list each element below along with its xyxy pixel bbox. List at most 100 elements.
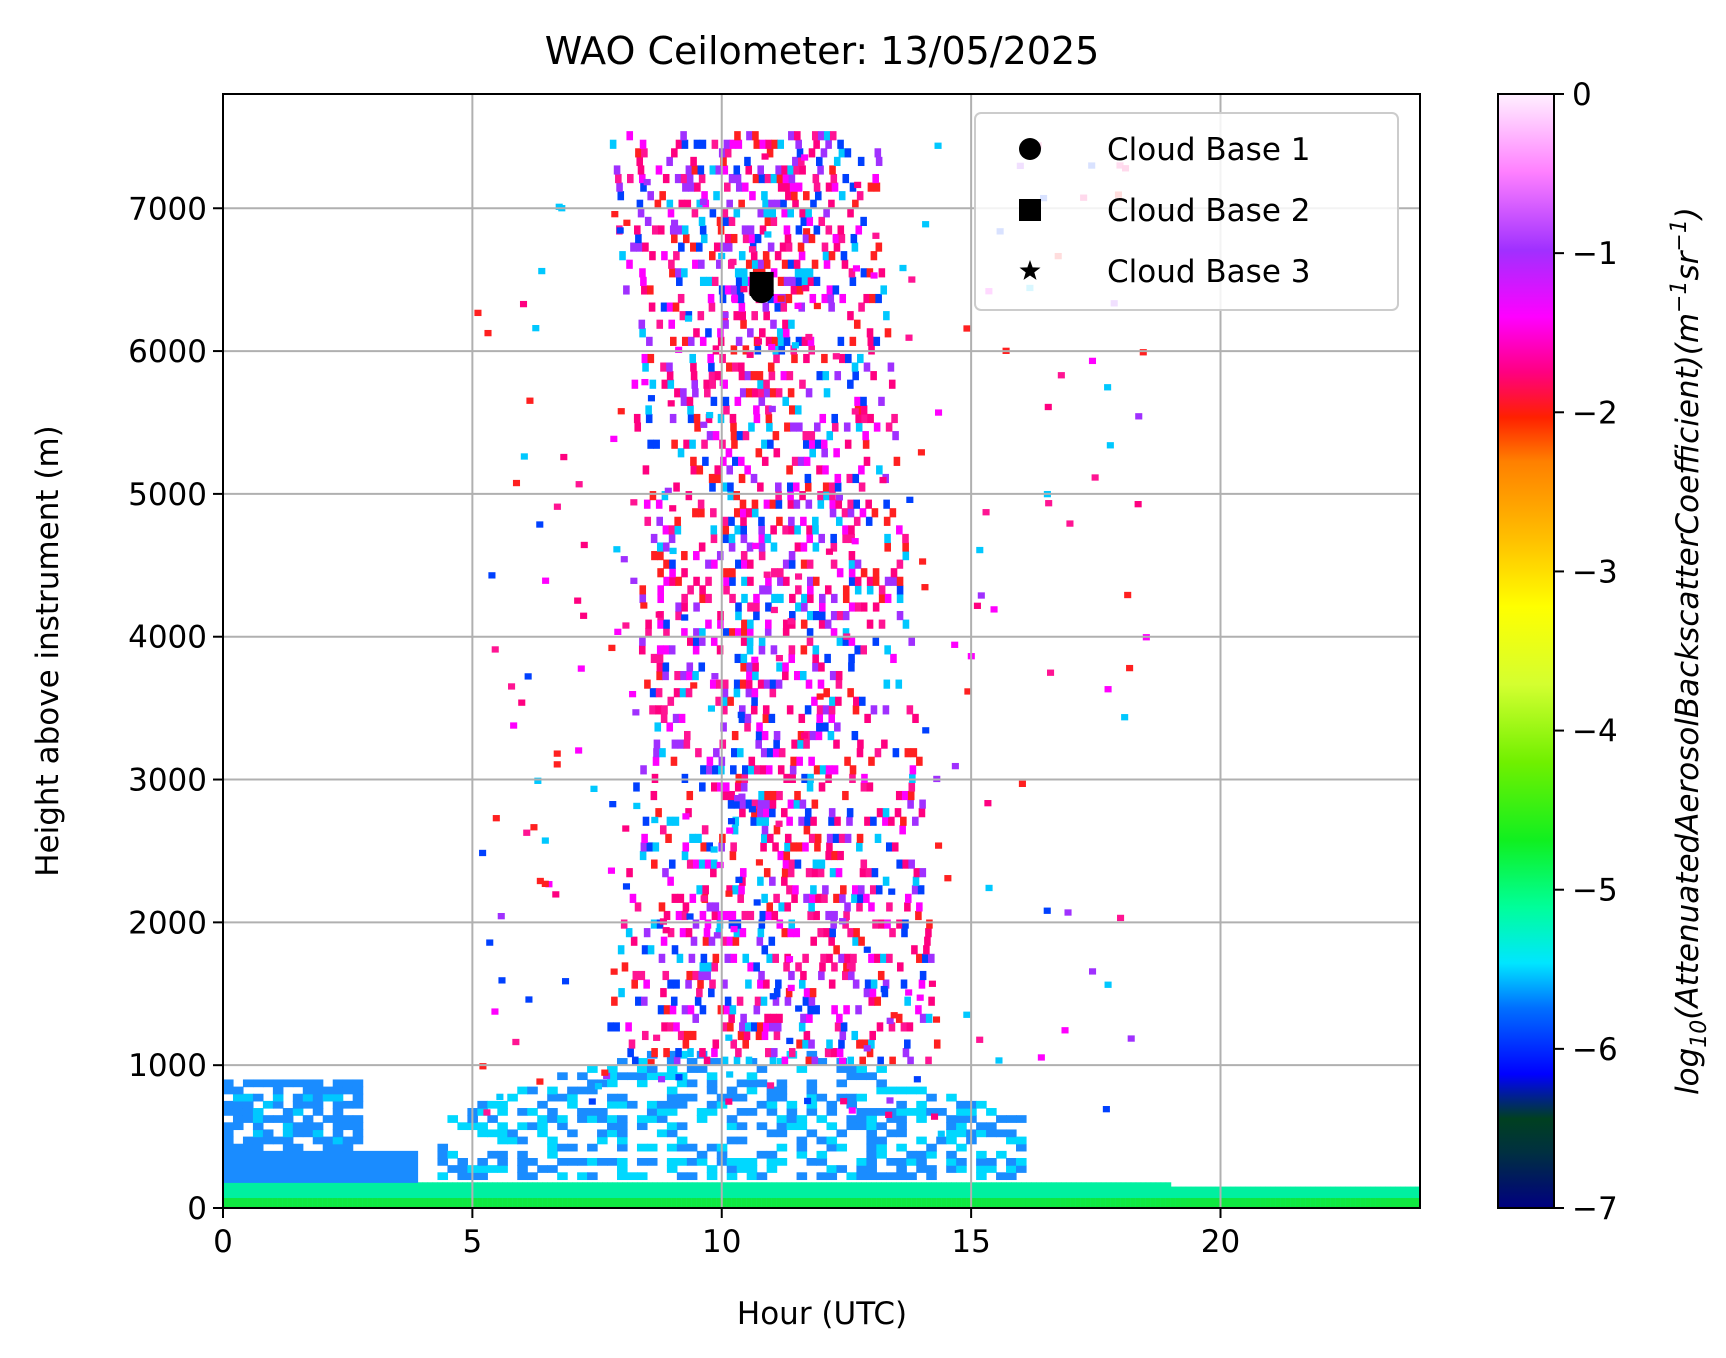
heatmap-cell: [721, 705, 728, 715]
heatmap-cell: [252, 1182, 259, 1208]
heatmap-cell: [669, 413, 677, 424]
heatmap-cell: [719, 739, 727, 749]
heatmap-cell: [738, 473, 746, 484]
heatmap-cell: [681, 773, 689, 783]
heatmap-cell: [673, 251, 680, 261]
heatmap-cell: [840, 1022, 848, 1032]
heatmap-cell: [402, 1182, 409, 1208]
heatmap-cell: [739, 508, 747, 518]
heatmap-cell: [616, 182, 623, 192]
heatmap-cell: [848, 653, 855, 664]
heatmap-cell: [876, 1022, 884, 1032]
heatmap-cell: [704, 919, 712, 929]
legend-entry-label: Cloud Base 2: [1107, 193, 1310, 229]
heatmap-cell: [676, 1050, 688, 1059]
heatmap-cell: [831, 962, 838, 972]
heatmap-cell: [853, 319, 861, 329]
heatmap-cell: [740, 551, 748, 561]
heatmap-cell: [487, 1165, 498, 1173]
heatmap-cell: [916, 1198, 922, 1208]
heatmap-cell: [928, 980, 936, 987]
heatmap-cell: [1335, 1186, 1341, 1208]
heatmap-cell: [951, 641, 959, 648]
heatmap-cell: [661, 1182, 668, 1208]
heatmap-cell: [667, 1022, 674, 1032]
heatmap-cell: [771, 593, 778, 604]
heatmap-cell: [868, 996, 876, 1006]
heatmap-cell: [492, 1198, 498, 1208]
heatmap-cell: [262, 1079, 274, 1088]
heatmap-cell: [846, 1172, 858, 1181]
heatmap-cell: [684, 730, 691, 741]
heatmap-cell: [292, 1093, 304, 1102]
heatmap-cell: [976, 1182, 982, 1208]
heatmap-cell: [1380, 1198, 1386, 1208]
heatmap-cell: [1340, 1198, 1346, 1208]
heatmap-cell: [577, 665, 585, 672]
heatmap-cell: [636, 242, 643, 252]
heatmap-cell: [753, 765, 761, 775]
heatmap-cell: [651, 859, 658, 869]
heatmap-cell: [701, 1198, 708, 1208]
heatmap-cell: [788, 319, 795, 329]
heatmap-cell: [882, 705, 890, 715]
heatmap-cell: [643, 499, 651, 509]
heatmap-cell: [1126, 664, 1134, 672]
heatmap-cell: [916, 953, 923, 963]
heatmap-cell: [761, 153, 769, 160]
heatmap-cell: [744, 465, 751, 475]
heatmap-cell: [756, 1182, 763, 1208]
heatmap-cell: [777, 182, 785, 192]
heatmap-cell: [1300, 1186, 1306, 1208]
heatmap-cell: [646, 336, 653, 346]
heatmap-cell: [905, 989, 913, 996]
heatmap-cell: [642, 362, 649, 372]
heatmap-cell: [810, 816, 817, 826]
heatmap-cell: [829, 868, 837, 878]
heatmap-cell: [1185, 1186, 1192, 1208]
heatmap-cell: [663, 559, 670, 569]
heatmap-cell: [567, 1093, 578, 1102]
heatmap-cell: [902, 1048, 910, 1058]
heatmap-cell: [722, 319, 729, 329]
heatmap-cell: [753, 405, 760, 415]
heatmap-cell: [849, 765, 857, 775]
heatmap-cell: [860, 216, 867, 226]
heatmap-cell: [762, 1022, 770, 1032]
heatmap-cell: [759, 139, 767, 149]
heatmap-cell: [696, 885, 703, 895]
heatmap-cell: [801, 1198, 808, 1208]
heatmap-cell: [1355, 1186, 1361, 1208]
heatmap-cell: [582, 1182, 588, 1208]
heatmap-cell: [527, 1198, 533, 1208]
heatmap-cell: [842, 593, 850, 604]
heatmap-cell: [848, 551, 856, 561]
heatmap-cell: [831, 182, 839, 192]
heatmap-cell: [322, 1136, 334, 1145]
heatmap-cell: [773, 353, 780, 364]
heatmap-cell: [447, 1182, 454, 1208]
heatmap-cell: [527, 1122, 538, 1131]
heatmap-cell: [976, 1165, 987, 1173]
heatmap-cell: [322, 1143, 334, 1152]
heatmap-cell: [646, 1115, 658, 1123]
heatmap-cell: [496, 1093, 504, 1101]
heatmap-cell: [911, 945, 918, 955]
heatmap-cell: [656, 1129, 668, 1138]
heatmap-cell: [1300, 1198, 1306, 1208]
heatmap-cell: [795, 276, 803, 286]
heatmap-cell: [713, 242, 721, 252]
heatmap-cell: [926, 1108, 937, 1116]
heatmap-cell: [1305, 1186, 1311, 1208]
heatmap-cell: [794, 859, 802, 869]
heatmap-cell: [776, 1129, 788, 1138]
heatmap-cell: [745, 799, 753, 809]
heatmap-cell: [916, 1182, 922, 1208]
heatmap-cell: [886, 1017, 894, 1024]
heatmap-cell: [829, 928, 836, 938]
heatmap-cell: [985, 884, 993, 892]
heatmap-cell: [755, 1030, 763, 1041]
heatmap-cell: [397, 1198, 404, 1208]
heatmap-cell: [492, 815, 500, 822]
heatmap-cell: [836, 1048, 844, 1058]
